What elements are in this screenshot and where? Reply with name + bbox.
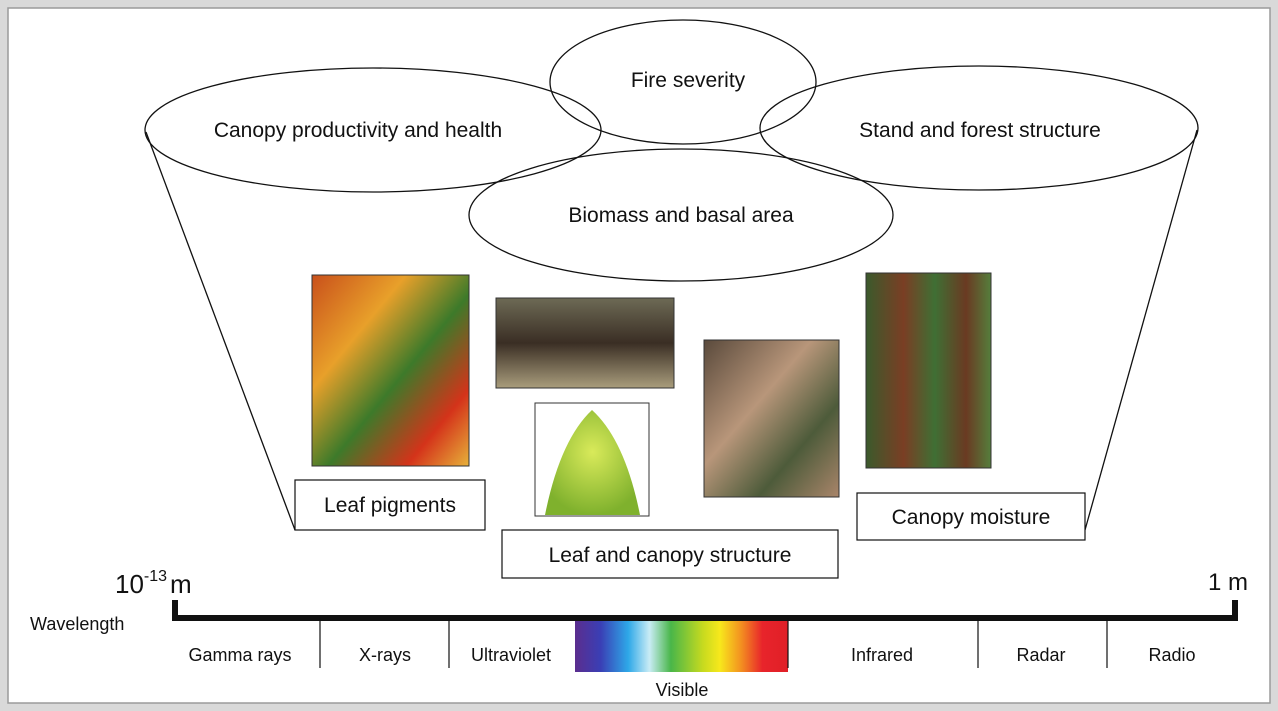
ellipse-label: Stand and forest structure [859, 119, 1101, 142]
band-label: Radio [1148, 645, 1195, 665]
funnel [144, 19, 1199, 531]
ellipse-label: Canopy productivity and health [214, 119, 502, 142]
photo-forest [865, 272, 992, 469]
band-label: X-rays [359, 645, 411, 665]
label-boxes [294, 479, 1086, 579]
photo-leaf [545, 410, 640, 515]
band-label: Infrared [851, 645, 913, 665]
box-label: Leaf pigments [324, 494, 456, 517]
label-box [856, 492, 1086, 541]
label-box [294, 479, 486, 531]
axis-end: 1 m [1208, 569, 1248, 596]
box-label: Leaf and canopy structure [549, 544, 792, 567]
photo-leaves [311, 274, 470, 467]
ellipse [468, 148, 894, 282]
funnel-right [1084, 129, 1198, 531]
band-label: Visible [656, 680, 709, 700]
ellipse [759, 65, 1199, 191]
band-label: Radar [1016, 645, 1065, 665]
funnel-left [145, 131, 296, 531]
label-box [501, 529, 839, 579]
ellipse [549, 19, 817, 145]
photo-dry-trees [703, 339, 840, 498]
band-label: Gamma rays [188, 645, 291, 665]
ellipse-label: Biomass and basal area [568, 204, 794, 227]
photos [311, 272, 992, 517]
ellipse [144, 67, 602, 193]
axis-start-exponent: -13 [144, 568, 167, 585]
axis-start: 10-13 m [115, 568, 192, 599]
visible-spectrum [575, 621, 788, 672]
axis-start-unit: m [170, 569, 192, 599]
ellipse-label: Fire severity [631, 69, 746, 92]
axis [172, 600, 1238, 668]
box-label: Canopy moisture [892, 506, 1051, 529]
axis-start-base: 10 [115, 569, 144, 599]
photo-forest-floor [495, 297, 675, 389]
band-label: Ultraviolet [471, 645, 551, 665]
axis-label: Wavelength [30, 614, 124, 634]
